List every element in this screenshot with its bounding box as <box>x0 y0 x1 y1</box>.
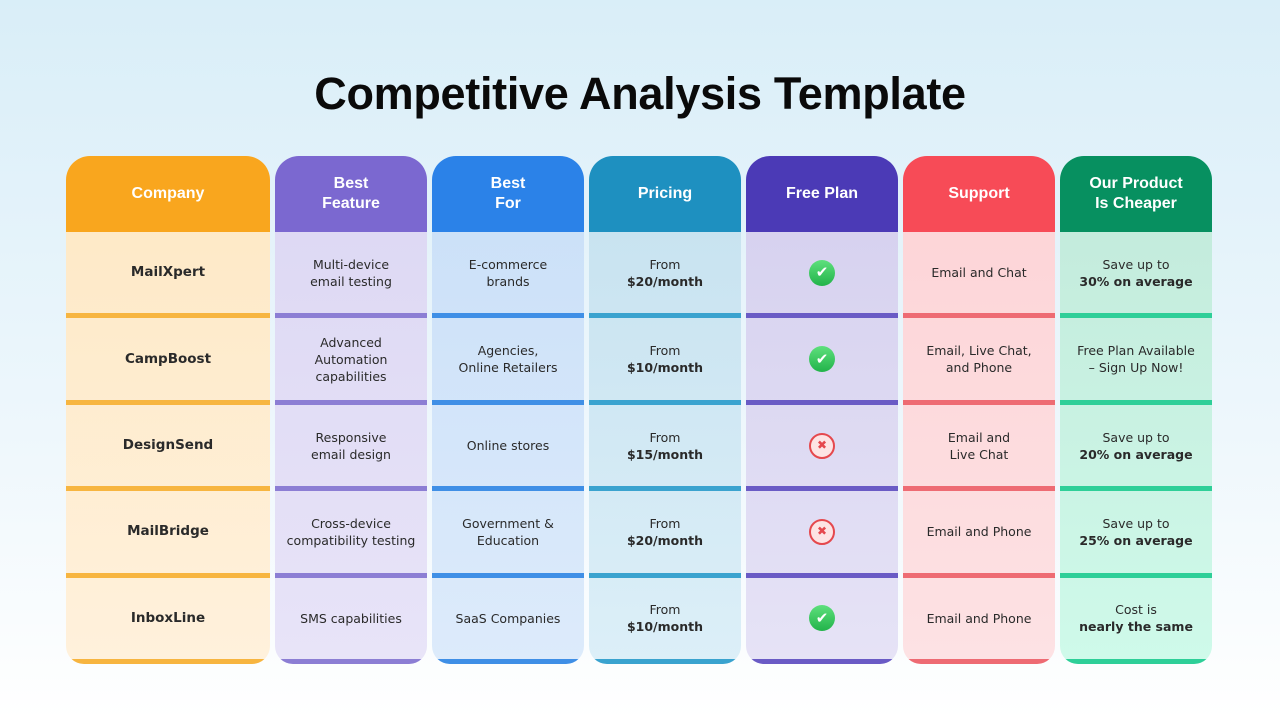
cell-company: MailBridge <box>66 491 270 578</box>
cross-icon: ✖ <box>809 432 835 459</box>
cell-text: Email and Chat <box>931 265 1027 281</box>
check-icon: ✔ <box>809 346 835 373</box>
cell-company: DesignSend <box>66 405 270 492</box>
header-best-for: Best For <box>432 156 584 232</box>
cell-cheaper: Free Plan Available – Sign Up Now! <box>1060 318 1212 405</box>
cell-bold-text: 25% on average <box>1079 532 1193 548</box>
cell-text: Responsive email design <box>311 429 391 462</box>
cell-text: Online stores <box>466 438 550 454</box>
cell-text: Email and Phone <box>926 524 1032 540</box>
cell-text: SMS capabilities <box>300 610 402 626</box>
header-pricing: Pricing <box>589 156 741 232</box>
cell-text: From <box>649 343 681 359</box>
cell-company: InboxLine <box>66 578 270 664</box>
column-company: Company MailXpert CampBoost DesignSend MailB… <box>66 156 270 664</box>
cross-icon: ✖ <box>809 518 835 545</box>
cell-cheaper: Save up to 30% on average <box>1060 232 1212 319</box>
cell-support: Email, Live Chat, and Phone <box>903 318 1055 405</box>
cell-pricing: From $20/month <box>589 232 741 319</box>
cell-text: From <box>649 429 681 445</box>
cell-text: From <box>649 602 681 618</box>
cell-bold-text: $20/month <box>626 532 704 548</box>
cell-best-for: Agencies, Online Retailers <box>432 318 584 405</box>
cell-bold-text: 30% on average <box>1079 273 1193 289</box>
cell-best-for: Government & Education <box>432 491 584 578</box>
cell-free-plan: ✖ <box>746 491 898 578</box>
cell-best-for: Online stores <box>432 405 584 492</box>
column-support: Support Email and Chat Email, Live Chat, a… <box>903 156 1055 664</box>
cell-text: Save up to <box>1102 429 1170 445</box>
header-best-feature: Best Feature <box>275 156 427 232</box>
cell-best-feature: SMS capabilities <box>275 578 427 664</box>
column-free-plan: Free Plan ✔ ✔ ✖ ✖ ✔ <box>746 156 898 664</box>
cell-free-plan: ✔ <box>746 578 898 664</box>
cell-support: Email and Phone <box>903 578 1055 664</box>
cell-text: Multi-device email testing <box>310 256 392 289</box>
cell-support: Email and Phone <box>903 491 1055 578</box>
cell-pricing: From $10/month <box>589 318 741 405</box>
column-cheaper: Our Product Is Cheaper Save up to 30% on a… <box>1060 156 1212 664</box>
cell-text: E-commerce brands <box>468 256 548 289</box>
header-cheaper: Our Product Is Cheaper <box>1060 156 1212 232</box>
cell-pricing: From $10/month <box>589 578 741 664</box>
cell-text: Email and Live Chat <box>947 429 1011 462</box>
company-name: MailBridge <box>127 523 209 540</box>
cell-pricing: From $20/month <box>589 491 741 578</box>
cell-text: Free Plan Available – Sign Up Now! <box>1077 343 1195 376</box>
cell-text: From <box>649 515 681 531</box>
header-company: Company <box>66 156 270 232</box>
page-title: Competitive Analysis Template <box>314 68 966 119</box>
cell-cheaper: Cost is nearly the same <box>1060 578 1212 664</box>
cell-free-plan: ✖ <box>746 405 898 492</box>
cell-text: From <box>649 256 681 272</box>
cell-bold-text: $10/month <box>626 619 704 635</box>
cell-best-for: E-commerce brands <box>432 232 584 319</box>
cell-text: Email, Live Chat, and Phone <box>926 343 1032 376</box>
cell-cheaper: Save up to 25% on average <box>1060 491 1212 578</box>
cell-support: Email and Live Chat <box>903 405 1055 492</box>
column-pricing: Pricing From $20/month From $10/month From $15… <box>589 156 741 664</box>
cell-best-feature: Advanced Automation capabilities <box>275 318 427 405</box>
cell-text: Cost is <box>1115 602 1157 618</box>
company-name: InboxLine <box>130 609 206 626</box>
header-support: Support <box>903 156 1055 232</box>
cell-text: Agencies, Online Retailers <box>458 343 558 376</box>
cell-bold-text: $10/month <box>626 360 704 376</box>
cell-best-for: SaaS Companies <box>432 578 584 664</box>
cell-text: Save up to <box>1102 256 1170 272</box>
cell-text: SaaS Companies <box>455 610 561 626</box>
cell-bold-text: $20/month <box>626 273 704 289</box>
company-name: DesignSend <box>122 437 214 454</box>
company-name: CampBoost <box>124 350 212 367</box>
cell-text: Advanced Automation capabilities <box>314 334 388 384</box>
check-icon: ✔ <box>809 259 835 286</box>
cell-free-plan: ✔ <box>746 318 898 405</box>
cell-bold-text: $15/month <box>626 446 704 462</box>
cell-bold-text: 20% on average <box>1079 446 1193 462</box>
cell-text: Email and Phone <box>926 610 1032 626</box>
header-free-plan: Free Plan <box>746 156 898 232</box>
cell-text: Government & Education <box>462 515 554 548</box>
cell-free-plan: ✔ <box>746 232 898 319</box>
cell-text: Cross-device compatibility testing <box>286 515 416 548</box>
cell-best-feature: Cross-device compatibility testing <box>275 491 427 578</box>
cell-support: Email and Chat <box>903 232 1055 319</box>
cell-company: CampBoost <box>66 318 270 405</box>
cell-company: MailXpert <box>66 232 270 319</box>
comparison-table: Company MailXpert CampBoost DesignSend MailB… <box>66 156 1212 664</box>
cell-bold-text: nearly the same <box>1079 619 1193 635</box>
check-icon: ✔ <box>809 605 835 632</box>
cell-best-feature: Multi-device email testing <box>275 232 427 319</box>
cell-cheaper: Save up to 20% on average <box>1060 405 1212 492</box>
column-best-feature: Best Feature Multi-device email testing Ad… <box>275 156 427 664</box>
column-best-for: Best For E-commerce brands Agencies, Onlin… <box>432 156 584 664</box>
cell-text: Save up to <box>1102 515 1170 531</box>
cell-best-feature: Responsive email design <box>275 405 427 492</box>
cell-pricing: From $15/month <box>589 405 741 492</box>
company-name: MailXpert <box>130 264 206 281</box>
